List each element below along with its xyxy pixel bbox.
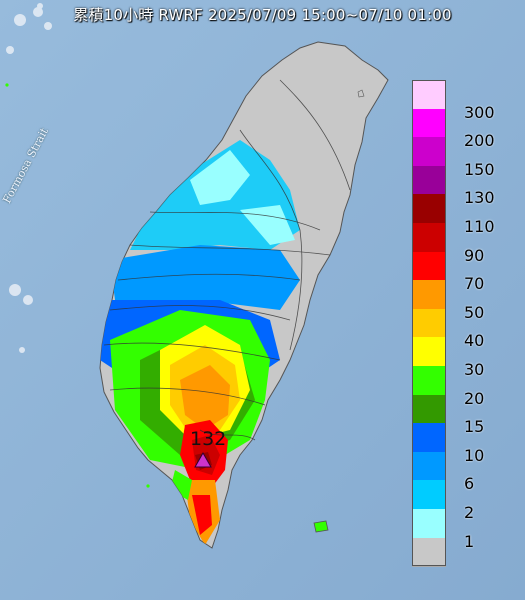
legend-swatch [412,366,446,396]
legend-swatch [412,537,446,568]
legend-level-label: 300 [464,102,495,122]
cloud-speckles [6,3,52,353]
legend-swatch [412,280,446,310]
legend-level-label: 15 [464,417,485,437]
legend-level-label: 110 [464,217,495,236]
legend-level-label: 90 [464,245,485,265]
legend-swatch [412,165,446,196]
legend-level-label: 2 [464,503,475,522]
map-title: 累積10小時 RWRF 2025/07/09 15:00~07/10 01:00 [73,6,452,24]
legend-level-label: 50 [464,302,485,322]
legend-level-label: 70 [464,274,485,294]
legend-level-label: 130 [464,188,495,208]
taiwan-island [99,41,389,549]
legend-level-label: 1 [464,531,475,551]
legend-level-label: 30 [464,360,485,379]
legend-swatch [412,137,446,167]
legend-swatch [412,251,446,282]
max-rain-value: 132 [190,428,227,450]
legend-level-label: 40 [464,331,485,351]
legend-level-label: 20 [464,388,485,408]
legend-level-label: 150 [464,159,495,179]
legend-level-label: 6 [464,474,475,494]
legend-swatch [412,194,446,224]
legend-level-label: 10 [464,445,485,465]
max-rain-marker [194,451,212,468]
legend-frame [412,80,446,567]
rain-legend: 300 200 150 130 110 90 70 50 40 30 20 15 10 6 2 1 [412,80,522,570]
east-islets [5,83,365,533]
legend-swatch [412,509,446,539]
legend-level-label: 200 [464,131,495,151]
